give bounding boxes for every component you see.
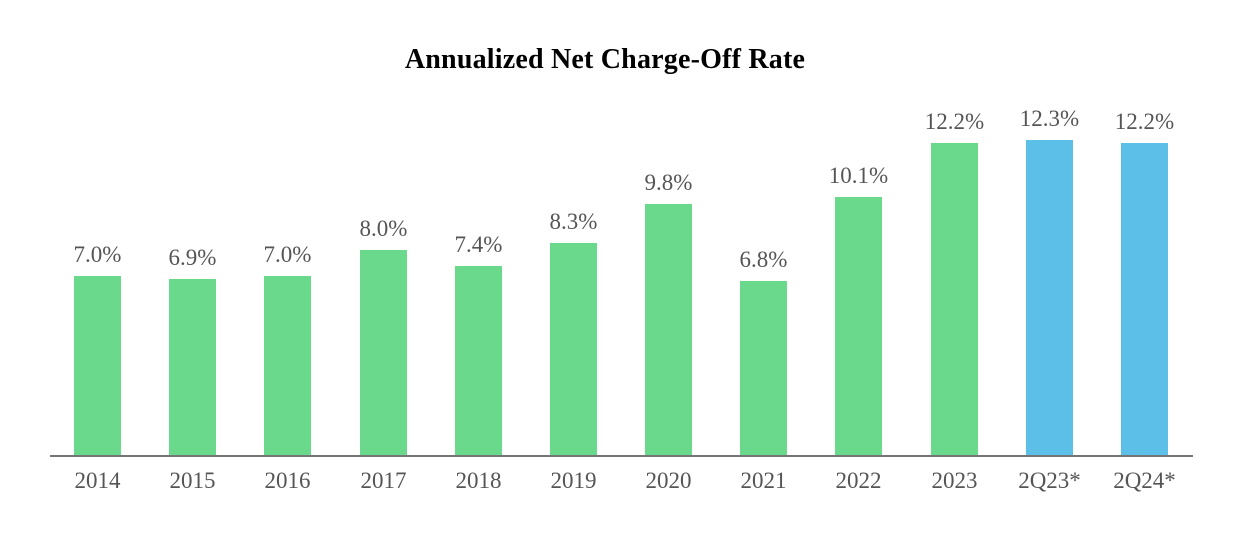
bar-2019 bbox=[550, 243, 597, 455]
x-tick-2016: 2016 bbox=[264, 468, 311, 493]
bar-2Q24* bbox=[1121, 143, 1168, 455]
x-tick-2019: 2019 bbox=[550, 468, 597, 493]
data-label-2019: 8.3% bbox=[549, 209, 598, 234]
bar-2018 bbox=[455, 266, 502, 455]
bar-2016 bbox=[264, 276, 311, 455]
bar-2015 bbox=[169, 279, 216, 455]
chart-title: Annualized Net Charge-Off Rate bbox=[404, 44, 806, 75]
x-tick-2021: 2021 bbox=[740, 468, 787, 493]
x-tick-2017: 2017 bbox=[360, 468, 407, 493]
bar-2Q23* bbox=[1026, 140, 1073, 455]
bar-2022 bbox=[835, 197, 882, 455]
bar-2014 bbox=[74, 276, 121, 455]
x-tick-2014: 2014 bbox=[74, 468, 121, 493]
bar-2020 bbox=[645, 204, 692, 455]
bar-2021 bbox=[740, 281, 787, 455]
data-label-2016: 7.0% bbox=[263, 242, 312, 267]
data-label-2023: 12.2% bbox=[924, 109, 985, 134]
bar-2017 bbox=[360, 250, 407, 455]
x-tick-2015: 2015 bbox=[169, 468, 216, 493]
data-label-2Q24*: 12.2% bbox=[1114, 109, 1175, 134]
x-tick-2023: 2023 bbox=[931, 468, 978, 493]
data-label-2021: 6.8% bbox=[739, 247, 788, 272]
data-label-2022: 10.1% bbox=[828, 163, 889, 188]
data-label-2014: 7.0% bbox=[73, 242, 122, 267]
x-axis-baseline bbox=[50, 455, 1193, 457]
data-label-2017: 8.0% bbox=[359, 216, 408, 241]
x-tick-2Q24*: 2Q24* bbox=[1113, 468, 1176, 493]
x-tick-2Q23*: 2Q23* bbox=[1018, 468, 1081, 493]
data-label-2015: 6.9% bbox=[168, 245, 217, 270]
x-tick-2020: 2020 bbox=[645, 468, 692, 493]
data-label-2018: 7.4% bbox=[454, 232, 503, 257]
bar-2023 bbox=[931, 143, 978, 455]
data-label-2Q23*: 12.3% bbox=[1019, 106, 1080, 131]
x-tick-2018: 2018 bbox=[455, 468, 502, 493]
x-tick-2022: 2022 bbox=[835, 468, 882, 493]
data-label-2020: 9.8% bbox=[644, 170, 693, 195]
